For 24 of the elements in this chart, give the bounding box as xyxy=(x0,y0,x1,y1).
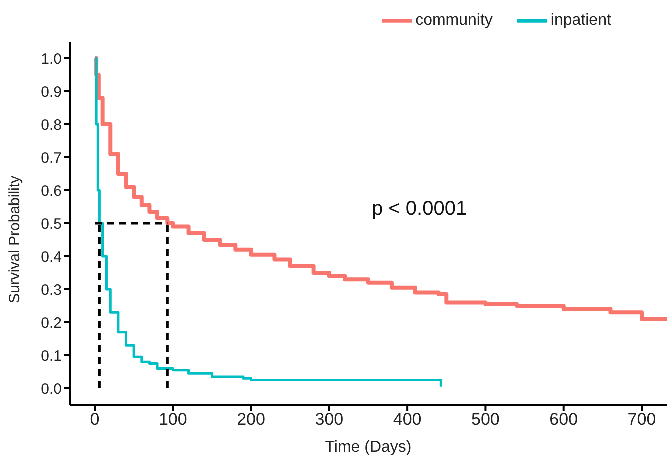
y-tick-label: 0.1 xyxy=(41,348,62,365)
y-tick-label: 0.9 xyxy=(41,84,62,101)
y-tick-label: 0.5 xyxy=(41,216,62,233)
y-tick-label: 0.7 xyxy=(41,150,62,167)
legend-label: community xyxy=(416,12,493,30)
legend-label: inpatient xyxy=(550,12,612,30)
y-axis-title: Survival Probability xyxy=(6,175,24,304)
y-tick-label: 0.0 xyxy=(41,380,62,398)
annotation: p < 0.0001 xyxy=(372,198,468,221)
y-tick-label: 0.6 xyxy=(41,182,62,200)
x-axis-title: Time (Days) xyxy=(325,439,412,456)
y-tick-label: 1.0 xyxy=(41,50,62,68)
x-tick-label: 400 xyxy=(393,410,422,430)
x-tick-label: 500 xyxy=(472,410,500,430)
y-tick-label: 0.2 xyxy=(41,314,62,332)
x-tick-label: 0 xyxy=(90,410,100,430)
x-tick-label: 200 xyxy=(237,410,266,430)
y-tick-label: 0.8 xyxy=(41,116,62,134)
y-tick-label: 0.4 xyxy=(41,248,62,266)
x-tick-label: 700 xyxy=(628,410,656,430)
y-tick-label: 0.3 xyxy=(41,282,62,299)
x-tick-label: 300 xyxy=(315,410,344,430)
x-tick-label: 100 xyxy=(158,410,188,430)
x-tick-label: 600 xyxy=(550,410,578,430)
